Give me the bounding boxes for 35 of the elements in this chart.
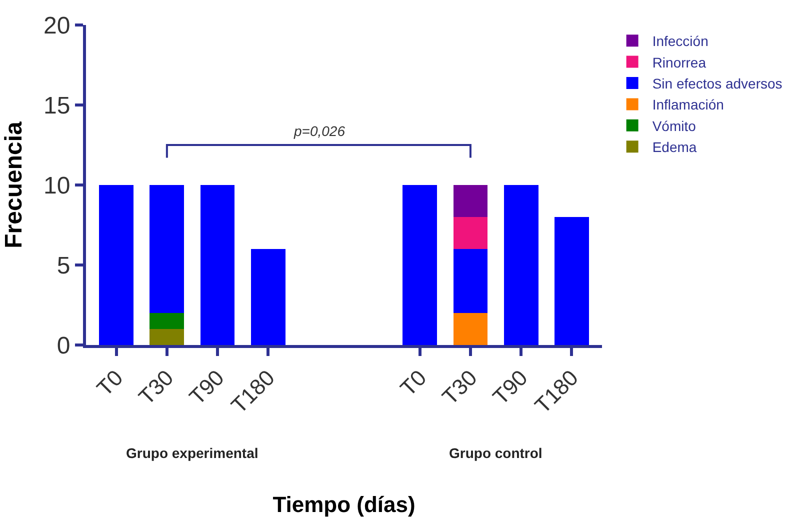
legend-label: Vómito [652, 118, 696, 134]
x-tick-label: T90 [184, 365, 229, 410]
bar [150, 185, 184, 313]
x-tick-label: T0 [92, 365, 128, 401]
bar [504, 185, 538, 345]
x-axis-title: Tiempo (días) [272, 492, 416, 518]
bar [554, 217, 589, 345]
bar [453, 185, 488, 217]
bar [453, 313, 488, 345]
legend-label: Infección [652, 33, 708, 50]
y-tick-label: 20 [43, 12, 70, 40]
x-tick-label: T0 [395, 365, 432, 401]
bar [453, 249, 488, 313]
y-tick-label: 5 [56, 252, 70, 280]
bar [150, 313, 184, 329]
bar [250, 249, 286, 345]
y-axis-title: Frecuencia [0, 120, 28, 248]
legend-label: Inflamación [652, 96, 724, 113]
y-tick-label: 15 [43, 92, 70, 120]
bar [99, 185, 134, 345]
legend-label: Sin efectos adversos [652, 75, 782, 92]
text: Grupo control [449, 445, 542, 461]
legend-label: Rinorrea [652, 54, 706, 70]
text: Grupo experimental [126, 445, 258, 461]
bar [150, 329, 184, 345]
bar [402, 185, 438, 345]
bar [200, 185, 235, 345]
y-tick-label: 10 [43, 172, 70, 200]
annotation: p=0,026 [293, 123, 346, 139]
y-tick-label: 0 [56, 332, 70, 360]
legend-label: Edema [652, 139, 697, 156]
x-tick-label: T30 [437, 365, 482, 410]
bar [453, 217, 488, 249]
x-tick-label: T30 [134, 365, 178, 410]
x-tick-label: T90 [488, 365, 532, 410]
